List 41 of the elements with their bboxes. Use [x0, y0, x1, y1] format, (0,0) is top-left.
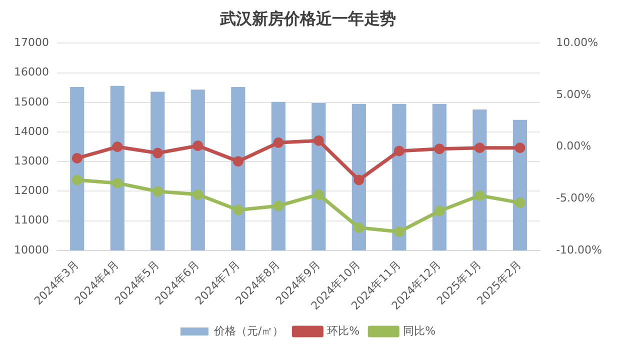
point	[232, 156, 244, 167]
y2-tick-label: 5.00%	[556, 88, 592, 101]
y-tick-label: 11000	[14, 214, 49, 227]
legend-label: 价格（元/㎡）	[212, 324, 284, 338]
y-tick-label: 10000	[14, 243, 49, 256]
point	[354, 222, 364, 233]
point	[514, 198, 526, 208]
y2-tick-label: 10.00%	[556, 36, 598, 50]
y-tick-label: 14000	[14, 124, 49, 138]
point	[313, 135, 324, 146]
y-tick-label: 15000	[14, 95, 49, 108]
point	[192, 189, 204, 200]
chart-title: 武汉新房价格近一年走势	[219, 8, 396, 28]
point	[394, 146, 404, 156]
legend-label: 环比%	[327, 324, 360, 338]
y2-tick-label: 0.00%	[556, 140, 592, 153]
point	[72, 174, 82, 186]
point	[112, 178, 123, 188]
point	[434, 144, 445, 154]
point	[152, 148, 163, 158]
point	[273, 200, 284, 212]
y-tick-label: 16000	[14, 66, 49, 79]
point	[394, 226, 404, 238]
legend-label: 同比%	[403, 324, 436, 338]
point	[514, 142, 526, 154]
point	[313, 189, 324, 200]
point	[354, 174, 364, 186]
point	[152, 186, 163, 197]
y2-tick-label: -10.00%	[556, 243, 602, 256]
y-tick-label: 12000	[14, 184, 49, 198]
point	[192, 140, 204, 152]
point	[474, 142, 485, 154]
point	[474, 190, 485, 201]
point	[434, 206, 445, 216]
point	[232, 204, 244, 216]
y2-tick-label: -5.00%	[556, 191, 596, 204]
y-tick-label: 17000	[14, 36, 49, 50]
point	[273, 137, 284, 148]
y-tick-label: 13000	[14, 154, 49, 168]
point	[112, 142, 123, 152]
point	[72, 152, 82, 164]
